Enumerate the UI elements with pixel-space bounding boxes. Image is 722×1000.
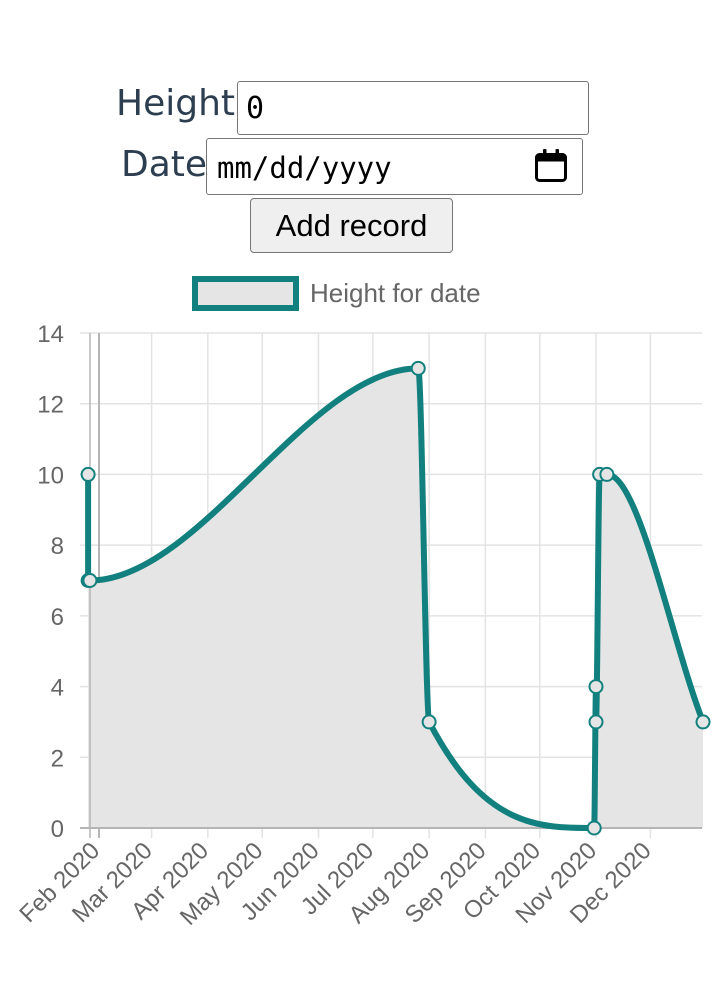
chart-legend[interactable]: Height for date [192,276,481,311]
date-placeholder: mm/dd/yyyy [217,151,392,185]
height-input[interactable] [237,81,589,135]
add-record-button[interactable]: Add record [250,198,453,253]
series-area [88,368,704,828]
y-tick-label: 6 [51,604,64,631]
y-axis-ticks: 0 2 4 6 8 10 12 14 [37,321,64,843]
height-label: Height [116,83,236,124]
data-point [599,466,615,482]
legend-swatch [192,276,299,311]
data-point [588,679,604,695]
date-input[interactable]: mm/dd/yyyy [206,138,583,195]
y-tick-label: 8 [51,533,64,560]
data-point [80,466,96,482]
data-point [695,714,711,730]
y-tick-label: 2 [51,745,64,772]
data-point [421,714,437,730]
y-tick-label: 0 [51,816,64,843]
date-label: Date [121,144,208,185]
data-point [588,714,604,730]
y-tick-label: 4 [51,675,64,702]
data-point [82,573,98,588]
series-points [80,360,711,836]
data-point [586,820,602,836]
legend-label: Height for date [310,278,481,308]
y-tick-label: 14 [37,321,64,348]
y-tick-label: 10 [37,462,64,489]
calendar-icon[interactable] [534,148,568,184]
y-tick-label: 12 [37,392,64,419]
data-point [410,360,426,376]
